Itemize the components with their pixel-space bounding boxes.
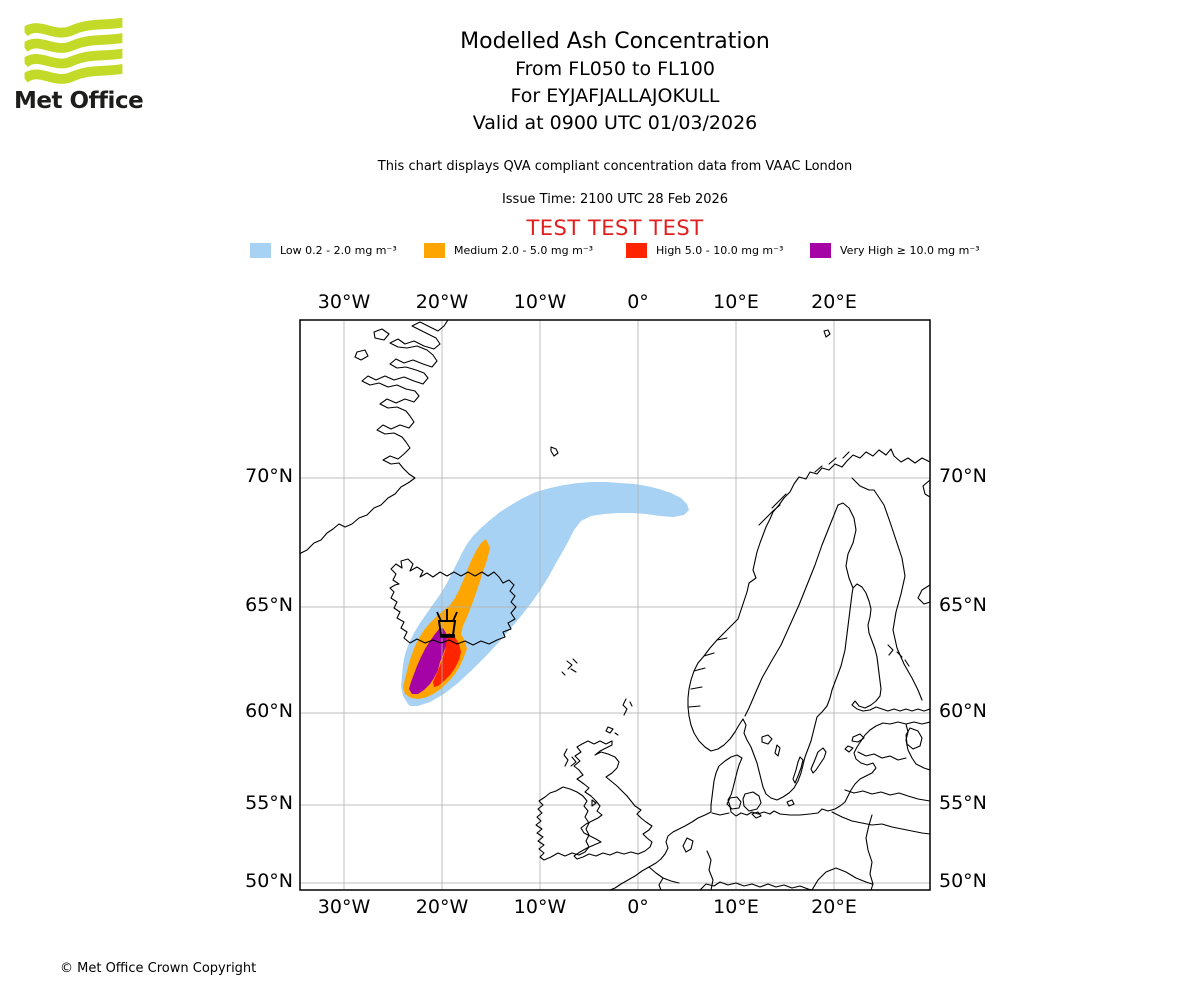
volcano-line: For EYJAFJALLAJOKULL (510, 85, 720, 107)
lat-label-right: 50°N (939, 870, 987, 892)
lon-label-bottom: 20°E (811, 896, 857, 918)
legend-swatch (810, 243, 831, 258)
border-czech (699, 867, 873, 890)
legend-label: Very High ≥ 10.0 mg m⁻³ (840, 244, 980, 257)
met-office-wordmark: Met Office (14, 88, 144, 114)
logo-waves (24, 18, 123, 84)
coastline-scandinavia (687, 448, 930, 801)
plume-high (433, 633, 461, 687)
lon-label-bottom: 20°W (415, 896, 469, 918)
coastline-karelia-edge (917, 479, 930, 605)
coastline-baltic-continent (609, 721, 930, 890)
border-netherlands-germany (706, 850, 714, 890)
coastline-isle-of-man (591, 799, 597, 807)
coastline-estonia-islands (844, 733, 865, 753)
legend-item-1: Medium 2.0 - 5.0 mg m⁻³ (424, 243, 593, 258)
met-office-logo (24, 18, 123, 84)
lat-label-left: 65°N (245, 594, 293, 616)
lake-ijsselmeer (682, 837, 694, 853)
coastline-layer (300, 320, 930, 890)
coastline-greenland-islet (354, 328, 390, 361)
page-title: Modelled Ash Concentration (460, 29, 770, 54)
legend-label: High 5.0 - 10.0 mg m⁻³ (656, 244, 784, 257)
plume-very-high (409, 628, 447, 694)
lat-label-left: 70°N (245, 465, 293, 487)
coastline-hebrides (563, 748, 577, 767)
legend-swatch (424, 243, 445, 258)
coastline-faroes (561, 658, 578, 676)
lon-label-top: 0° (627, 291, 649, 313)
issue-time: Issue Time: 2100 UTC 28 Feb 2026 (501, 192, 729, 207)
border-norway-sweden (744, 504, 839, 717)
title-block: Modelled Ash Concentration From FL050 to… (15, 28, 1200, 137)
border-sweden-finland (837, 502, 857, 589)
copyright: © Met Office Crown Copyright (60, 961, 257, 976)
plume-low (401, 482, 689, 706)
grid-layer (300, 320, 930, 890)
lakes-finland (887, 644, 910, 667)
border-baltics (831, 723, 930, 835)
lon-label-top: 20°E (811, 291, 857, 313)
lon-label-bottom: 30°W (317, 896, 371, 918)
coastline-danish-islands (726, 791, 795, 819)
lake-peipus (905, 727, 923, 750)
legend-label: Low 0.2 - 2.0 mg m⁻³ (280, 244, 397, 257)
lat-label-right: 60°N (939, 700, 987, 722)
test-banner: TEST TEST TEST (526, 216, 704, 240)
coastline-lofoten (758, 451, 850, 526)
lon-label-bottom: 10°W (513, 896, 567, 918)
volcano-eruption-rays-icon (436, 609, 458, 622)
border-finland-russia (851, 477, 923, 701)
coastline-gotland-oland (792, 747, 827, 784)
lon-label-top: 10°E (713, 291, 759, 313)
ash-plume-layer (401, 482, 689, 706)
lat-label-right: 65°N (939, 594, 987, 616)
lat-label-left: 60°N (245, 700, 293, 722)
coastline-ireland (535, 786, 590, 861)
border-poland-germany (865, 814, 874, 890)
coastline-bear-island (823, 329, 831, 338)
legend-swatch (626, 243, 647, 258)
valid-time-line: Valid at 0900 UTC 01/03/2026 (472, 112, 758, 134)
lon-label-bottom: 0° (627, 896, 649, 918)
lon-label-bottom: 10°E (713, 896, 759, 918)
lat-label-left: 55°N (245, 792, 293, 814)
legend-item-2: High 5.0 - 10.0 mg m⁻³ (626, 243, 783, 258)
coastline-iceland (389, 558, 517, 646)
legend-item-0: Low 0.2 - 2.0 mg m⁻³ (250, 243, 397, 258)
coastline-jan-mayen (550, 446, 559, 457)
flight-level-line: From FL050 to FL100 (515, 58, 715, 80)
volcano-marker (436, 609, 458, 638)
border-belgium (648, 866, 680, 890)
legend-item-3: Very High ≥ 10.0 mg m⁻³ (810, 243, 980, 258)
lon-label-top: 30°W (317, 291, 371, 313)
coastline-orkney (605, 726, 619, 736)
lat-label-right: 70°N (939, 465, 987, 487)
lon-label-top: 20°W (415, 291, 469, 313)
map-frame (299, 319, 931, 891)
lat-label-left: 50°N (245, 870, 293, 892)
border-denmark-germany (711, 812, 730, 816)
lon-label-top: 10°W (513, 291, 567, 313)
coastline-greenland (300, 320, 449, 555)
legend-label: Medium 2.0 - 5.0 mg m⁻³ (454, 244, 594, 257)
coastline-norway-fjords (688, 637, 728, 708)
coastline-great-britain (573, 740, 653, 860)
coastline-shetland (622, 698, 633, 716)
qva-note: This chart displays QVA compliant concen… (377, 159, 853, 174)
lake-vanern-vattern (761, 734, 781, 757)
lat-label-right: 55°N (939, 792, 987, 814)
legend-swatch (250, 243, 271, 258)
